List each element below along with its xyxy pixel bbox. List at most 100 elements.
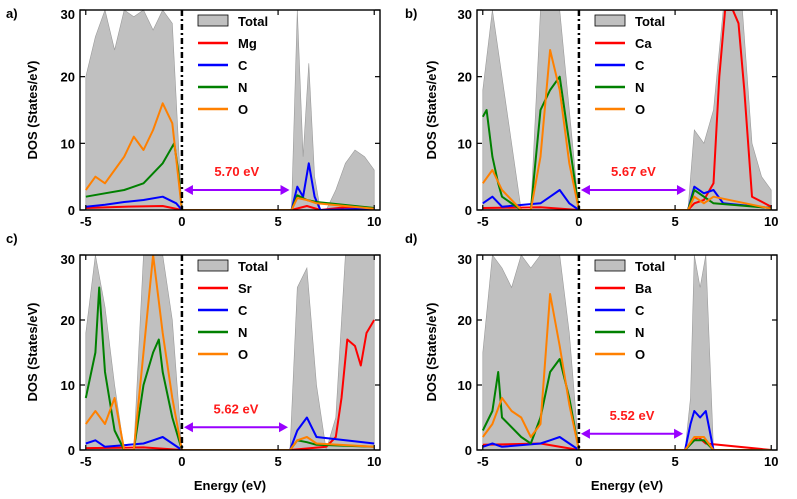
- legend-item-n: N: [198, 325, 247, 340]
- legend-label: N: [238, 80, 247, 95]
- y-tick-label: 0: [68, 443, 75, 458]
- x-tick-label: 5: [671, 214, 678, 229]
- legend-item-total: Total: [594, 14, 665, 29]
- band-gap-arrow: [580, 185, 686, 195]
- dos-panel-a: a) DOS (States/eV) 5.70 eV -5 0 5 10 0 10 20 30 Tot…: [6, 6, 381, 229]
- dos-panel-c: c) DOS (States/eV) Energy (eV) 5.62 eV -5 0 5 1…: [6, 231, 381, 493]
- band-gap-label: 5.70 eV: [214, 164, 259, 179]
- y-tick-label: 30: [458, 252, 472, 267]
- legend: Total Mg CNO: [197, 14, 268, 117]
- legend-item-c: C: [198, 303, 248, 318]
- y-tick-label: 10: [458, 378, 472, 393]
- legend-label: N: [238, 325, 247, 340]
- series-ca-line: [482, 10, 772, 210]
- band-gap-arrow: [580, 428, 684, 439]
- dos-panel-d: d) DOS (States/eV) Energy (eV) 5.52 eV -5 0 5 1…: [405, 231, 778, 493]
- legend-label: Total: [635, 259, 665, 274]
- legend-item-mg: Mg: [198, 36, 257, 51]
- y-tick-label: 10: [61, 136, 75, 151]
- legend-label: Ba: [635, 281, 652, 296]
- y-tick-label: 20: [61, 70, 75, 85]
- axes-frame: [79, 254, 381, 451]
- legend-item-o: O: [595, 347, 645, 362]
- plot-area: [481, 10, 772, 210]
- y-tick-label: 10: [61, 378, 75, 393]
- legend-label: Total: [238, 259, 268, 274]
- plot-area: [84, 255, 376, 450]
- legend: Total Sr CNO: [197, 259, 268, 362]
- legend-label: Sr: [238, 281, 252, 296]
- series-o-line: [481, 293, 772, 450]
- legend-item-total: Total: [197, 259, 268, 274]
- legend-label: O: [238, 347, 248, 362]
- x-tick-label: 0: [575, 214, 582, 229]
- series-o-line: [481, 49, 772, 210]
- legend-swatch: [594, 14, 626, 27]
- y-tick-label: 20: [458, 313, 472, 328]
- legend-swatch: [197, 259, 229, 272]
- x-tick-label: 5: [274, 214, 281, 229]
- series-n-line: [481, 358, 772, 450]
- axes-frame: [79, 9, 381, 211]
- legend-item-o: O: [595, 102, 645, 117]
- legend-label: O: [635, 102, 645, 117]
- panel-label: b): [405, 6, 417, 21]
- panel-label: d): [405, 231, 417, 246]
- x-tick-label: 5: [274, 454, 281, 469]
- legend-label: C: [238, 58, 248, 73]
- legend-label: Total: [238, 14, 268, 29]
- y-tick-label: 30: [61, 252, 75, 267]
- band-gap-arrow: [183, 422, 288, 433]
- axes-frame: [476, 254, 778, 451]
- legend-item-total: Total: [197, 14, 268, 29]
- y-tick-label: 20: [458, 70, 472, 85]
- band-gap-label: 5.62 eV: [214, 401, 259, 416]
- legend-label: O: [635, 347, 645, 362]
- legend-item-c: C: [595, 58, 645, 73]
- x-tick-label: -5: [477, 454, 489, 469]
- y-tick-label: 10: [458, 136, 472, 151]
- legend-item-sr: Sr: [198, 281, 252, 296]
- x-tick-label: 0: [178, 214, 185, 229]
- series-total-area: [482, 255, 772, 450]
- panel-label: a): [6, 6, 18, 21]
- x-tick-label: 0: [178, 454, 185, 469]
- series-o-line: [84, 102, 375, 210]
- series-total-area: [482, 10, 772, 210]
- x-axis-label: Energy (eV): [194, 478, 266, 493]
- y-tick-label: 0: [68, 203, 75, 218]
- legend: Total Ca CNO: [594, 14, 665, 117]
- x-axis-label: Energy (eV): [591, 478, 663, 493]
- legend-label: N: [635, 80, 644, 95]
- x-tick-label: -5: [80, 454, 92, 469]
- x-tick-label: 10: [764, 454, 778, 469]
- series-c-line: [85, 162, 375, 210]
- band-gap-label: 5.52 eV: [610, 408, 655, 423]
- plot-area: [481, 255, 772, 450]
- legend-label: N: [635, 325, 644, 340]
- y-axis-label: DOS (States/eV): [25, 61, 40, 160]
- legend-item-n: N: [595, 80, 644, 95]
- legend-label: O: [238, 102, 248, 117]
- series-total-area: [85, 10, 375, 210]
- band-gap-label: 5.67 eV: [611, 164, 656, 179]
- legend-swatch: [197, 14, 229, 27]
- series-mg-line: [85, 205, 375, 210]
- x-tick-label: 10: [367, 454, 381, 469]
- legend-label: C: [635, 303, 645, 318]
- legend-label: Mg: [238, 36, 257, 51]
- legend-item-n: N: [595, 325, 644, 340]
- legend: Total Ba CNO: [594, 259, 665, 362]
- legend-label: C: [238, 303, 248, 318]
- legend-label: C: [635, 58, 645, 73]
- y-tick-label: 30: [458, 7, 472, 22]
- y-axis-label: DOS (States/eV): [25, 303, 40, 402]
- legend-item-n: N: [198, 80, 247, 95]
- y-tick-label: 0: [465, 443, 472, 458]
- legend-item-total: Total: [594, 259, 665, 274]
- legend-item-o: O: [198, 102, 248, 117]
- x-tick-label: 10: [367, 214, 381, 229]
- dos-panel-b: b) DOS (States/eV) 5.67 eV -5 0 5 10 0 10 20 30 Tot…: [405, 6, 778, 229]
- series-total-area: [85, 255, 375, 450]
- series-c-line: [85, 416, 375, 450]
